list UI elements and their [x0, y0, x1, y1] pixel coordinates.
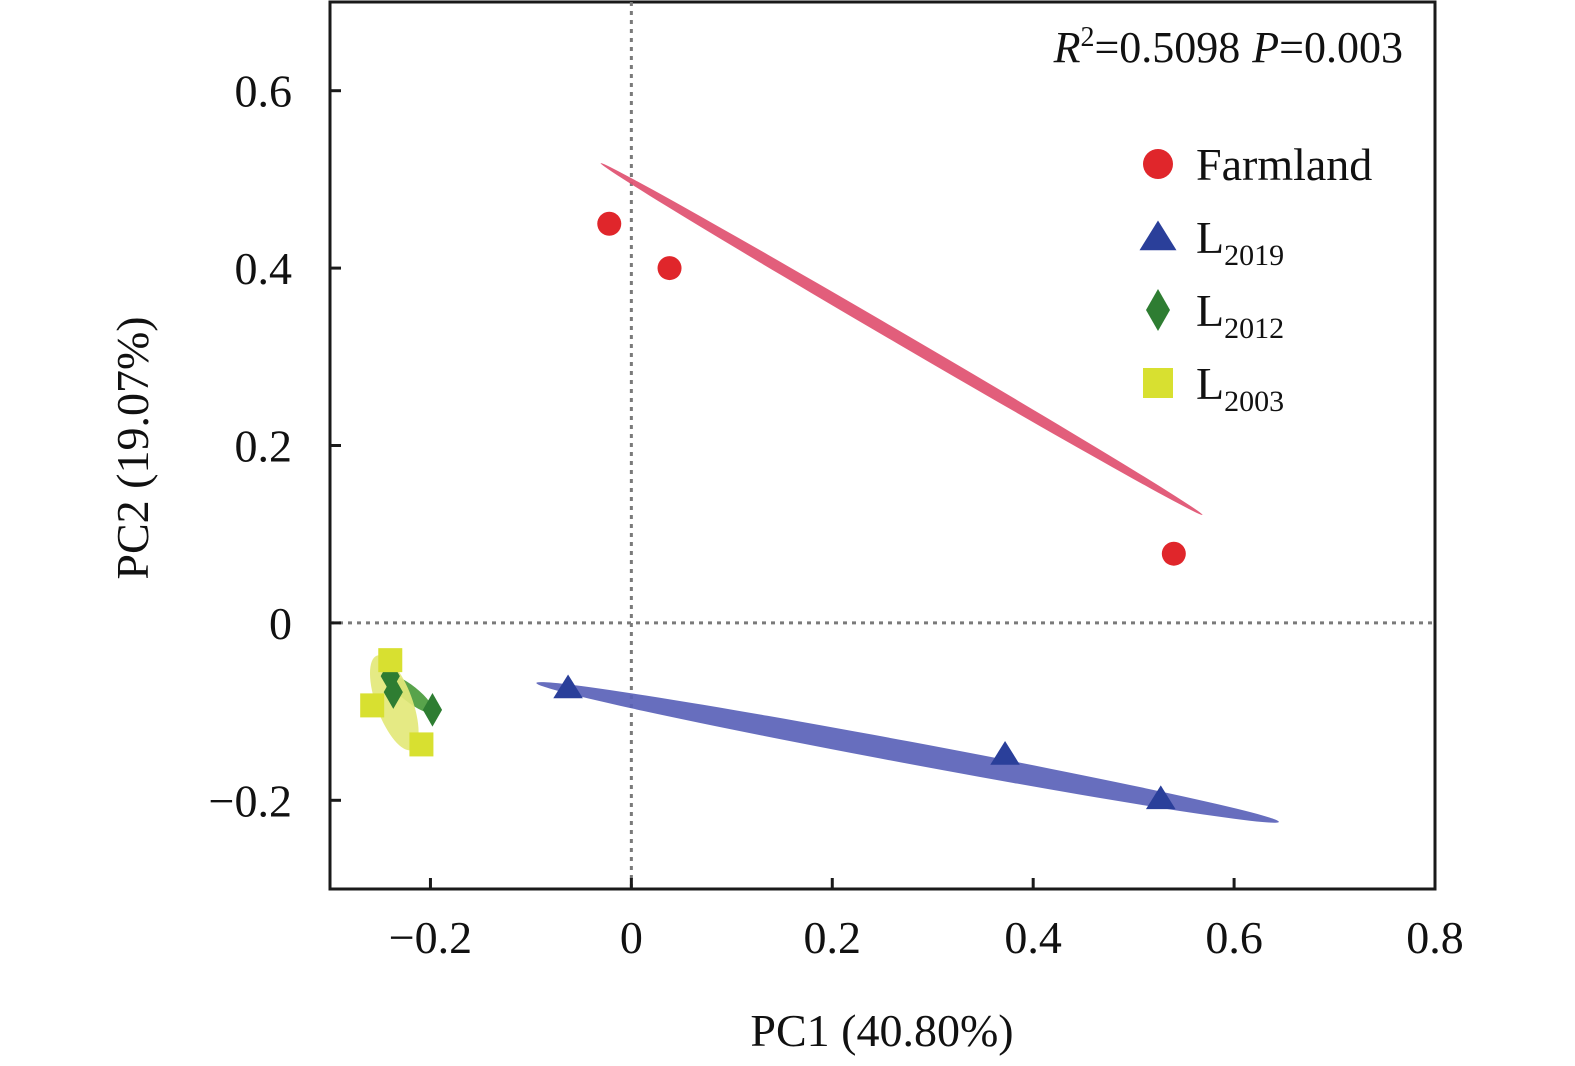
legend-marker — [1143, 149, 1173, 179]
p-symbol: P — [1251, 23, 1279, 72]
x-tick-label: −0.2 — [389, 912, 472, 963]
data-points — [360, 211, 1186, 810]
x-tick-label: 0.6 — [1205, 912, 1263, 963]
r2-value: =0.5098 — [1094, 23, 1240, 72]
data-point — [1145, 785, 1176, 810]
data-point — [597, 211, 622, 236]
data-point — [378, 648, 403, 673]
data-point — [409, 732, 434, 757]
x-tick-label: 0.2 — [804, 912, 862, 963]
data-point — [383, 675, 403, 709]
data-point — [422, 693, 443, 727]
data-point — [360, 693, 385, 718]
legend-label: L2019 — [1196, 212, 1284, 272]
x-axis-title: PC1 (40.80%) — [750, 1005, 1013, 1056]
legend-label: L2003 — [1196, 358, 1284, 418]
reference-lines — [330, 2, 1435, 889]
y-tick-label: 0.6 — [235, 66, 293, 117]
data-point — [553, 674, 583, 699]
legend-label: Farmland — [1196, 139, 1372, 190]
data-point — [990, 740, 1020, 765]
confidence-ellipse — [536, 682, 1279, 823]
stats-annotation: R2=0.5098 P=0.003 — [1053, 22, 1403, 72]
x-tick-label: 0 — [620, 912, 643, 963]
axis-ticks: −0.2 0 0.2 0.4 0.6 0.8 −0.2 0 0.2 0.4 0.6 — [209, 66, 1464, 963]
confidence-ellipses — [369, 163, 1279, 823]
y-tick-label: −0.2 — [209, 775, 292, 826]
y-tick-label: 0.4 — [235, 243, 293, 294]
r2-symbol: R — [1053, 23, 1081, 72]
data-point — [1161, 541, 1186, 566]
legend-label: L2012 — [1196, 285, 1284, 345]
x-tick-label: 0.4 — [1004, 912, 1062, 963]
y-tick-label: 0 — [269, 598, 292, 649]
legend-marker — [1146, 289, 1170, 331]
y-axis-title: PC2 (19.07%) — [107, 316, 158, 579]
legend-marker — [1143, 368, 1173, 398]
y-tick-label: 0.2 — [235, 421, 293, 472]
r2-power: 2 — [1080, 22, 1094, 53]
x-tick-label: 0.8 — [1406, 912, 1464, 963]
data-point — [380, 659, 400, 693]
confidence-ellipse — [600, 163, 1203, 516]
data-point — [657, 256, 682, 281]
p-value: =0.003 — [1279, 23, 1403, 72]
legend: Farmland L2019 L2012 L2003 — [1139, 139, 1372, 418]
legend-marker — [1139, 220, 1177, 251]
